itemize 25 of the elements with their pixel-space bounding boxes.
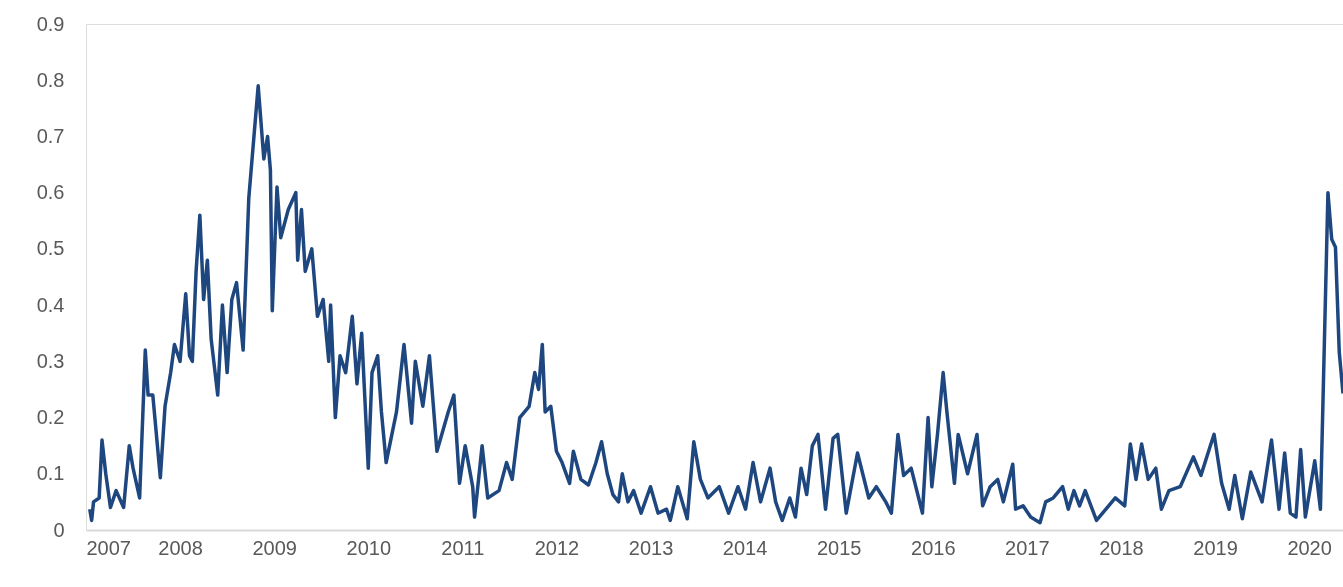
- x-tick-label: 2009: [252, 536, 297, 559]
- x-tick-label: 2016: [911, 536, 956, 559]
- x-tick-label: 2011: [441, 536, 485, 559]
- x-tick-label: 2014: [722, 536, 768, 559]
- line-series: [88, 84, 1343, 525]
- x-tick-label: 2015: [816, 536, 862, 559]
- y-tick-label: 0.1: [36, 462, 65, 485]
- y-tick-label: 0.9: [36, 12, 65, 35]
- y-tick-label: 0.2: [36, 406, 65, 429]
- x-tick-label: 2020: [1287, 536, 1332, 559]
- y-tick-label: 0.6: [36, 181, 65, 204]
- x-tick-label: 2018: [1099, 536, 1144, 559]
- x-tick-label: 2019: [1193, 536, 1238, 559]
- x-tick-label: 2013: [628, 536, 674, 559]
- y-tick-label: 0.8: [36, 68, 65, 91]
- x-tick-label: 2007: [86, 536, 131, 559]
- y-tick-label: 0.7: [36, 124, 65, 147]
- y-tick-label: 0.4: [36, 293, 65, 316]
- x-tick-label: 2010: [346, 536, 392, 559]
- y-tick-label: 0: [53, 518, 65, 541]
- y-tick-label: 0.3: [36, 349, 65, 372]
- x-tick-label: 2012: [534, 536, 580, 559]
- x-tick-label: 2017: [1005, 536, 1050, 559]
- y-tick-label: 0.5: [36, 237, 65, 260]
- x-tick-label: 2008: [158, 536, 203, 559]
